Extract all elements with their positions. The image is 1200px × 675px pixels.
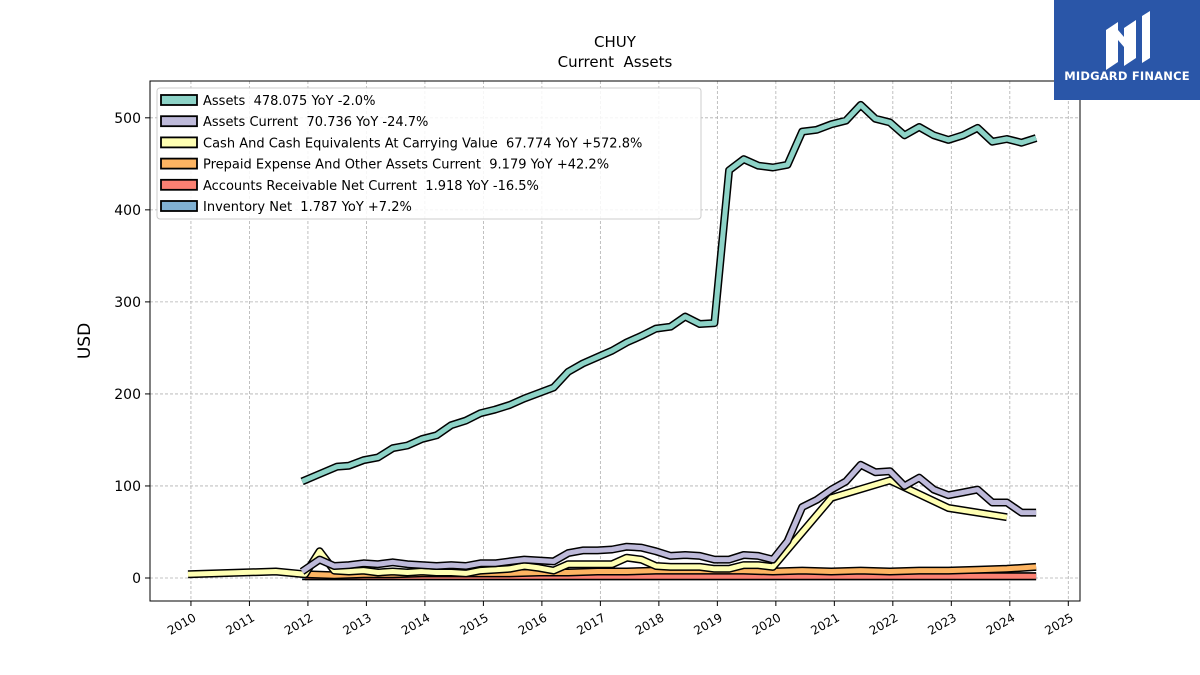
y-tick-label: 300 bbox=[114, 295, 141, 311]
legend-entry: Cash And Cash Equivalents At Carrying Va… bbox=[203, 136, 642, 151]
y-tick-label: 100 bbox=[114, 479, 141, 495]
legend-entry: Assets 478.075 YoY -2.0% bbox=[203, 94, 375, 109]
x-tick-label: 2010 bbox=[165, 610, 198, 637]
x-tick-label: 2011 bbox=[223, 610, 256, 637]
legend-swatch bbox=[160, 115, 198, 128]
legend-entry: Assets Current 70.736 YoY -24.7% bbox=[203, 115, 428, 130]
series-0 bbox=[300, 100, 1038, 486]
legend-box bbox=[156, 87, 702, 220]
x-tick-label: 2012 bbox=[282, 610, 315, 637]
legend-entry: Prepaid Expense And Other Assets Current… bbox=[203, 158, 609, 173]
series-2 bbox=[187, 476, 1008, 579]
series-line bbox=[300, 462, 1037, 574]
plot-frame bbox=[149, 80, 1081, 602]
legend-swatch bbox=[160, 200, 198, 212]
x-tick-label: 2016 bbox=[516, 610, 549, 637]
x-tick-label: 2023 bbox=[925, 610, 958, 637]
midgard-m-logo-icon bbox=[1106, 11, 1150, 70]
y-tick-label: 200 bbox=[114, 387, 141, 403]
x-tick-label: 2015 bbox=[457, 610, 490, 637]
y-tick-label: 400 bbox=[114, 203, 141, 219]
brand-name: MIDGARD FINANCE bbox=[1064, 69, 1190, 83]
y-axis-label: USD bbox=[75, 323, 95, 359]
x-tick-label: 2013 bbox=[340, 610, 373, 637]
x-tick-label: 2014 bbox=[399, 610, 432, 637]
series-1 bbox=[299, 460, 1037, 575]
y-tick-label: 500 bbox=[114, 111, 141, 127]
legend-swatch bbox=[160, 136, 198, 149]
x-tick-label: 2018 bbox=[633, 610, 666, 637]
x-tick-label: 2024 bbox=[984, 610, 1017, 637]
x-tick-label: 2021 bbox=[808, 610, 841, 637]
y-tick-label: 0 bbox=[132, 571, 141, 587]
series-line bbox=[301, 102, 1037, 484]
x-tick-label: 2025 bbox=[1042, 610, 1075, 637]
legend-entry: Accounts Receivable Net Current 1.918 Yo… bbox=[203, 179, 539, 194]
legend-entry: Inventory Net 1.787 YoY +7.2% bbox=[203, 200, 412, 215]
x-tick-label: 2020 bbox=[750, 610, 783, 637]
series-line-outline bbox=[187, 476, 1008, 579]
series-line bbox=[187, 477, 1008, 577]
legend-swatch bbox=[160, 94, 198, 106]
legend-swatch bbox=[160, 178, 198, 191]
x-tick-label: 2022 bbox=[867, 610, 900, 637]
brand-logo: MIDGARD FINANCE bbox=[1054, 0, 1200, 100]
x-tick-label: 2019 bbox=[691, 610, 724, 637]
series-layer bbox=[187, 100, 1038, 581]
x-tick-label: 2017 bbox=[574, 610, 607, 637]
legend-swatch bbox=[160, 157, 198, 170]
chart-subtitle: Current Assets bbox=[558, 53, 673, 71]
legend: Assets 478.075 YoY -2.0% Assets Current 7… bbox=[156, 87, 702, 220]
chart-title: CHUY bbox=[594, 33, 637, 51]
